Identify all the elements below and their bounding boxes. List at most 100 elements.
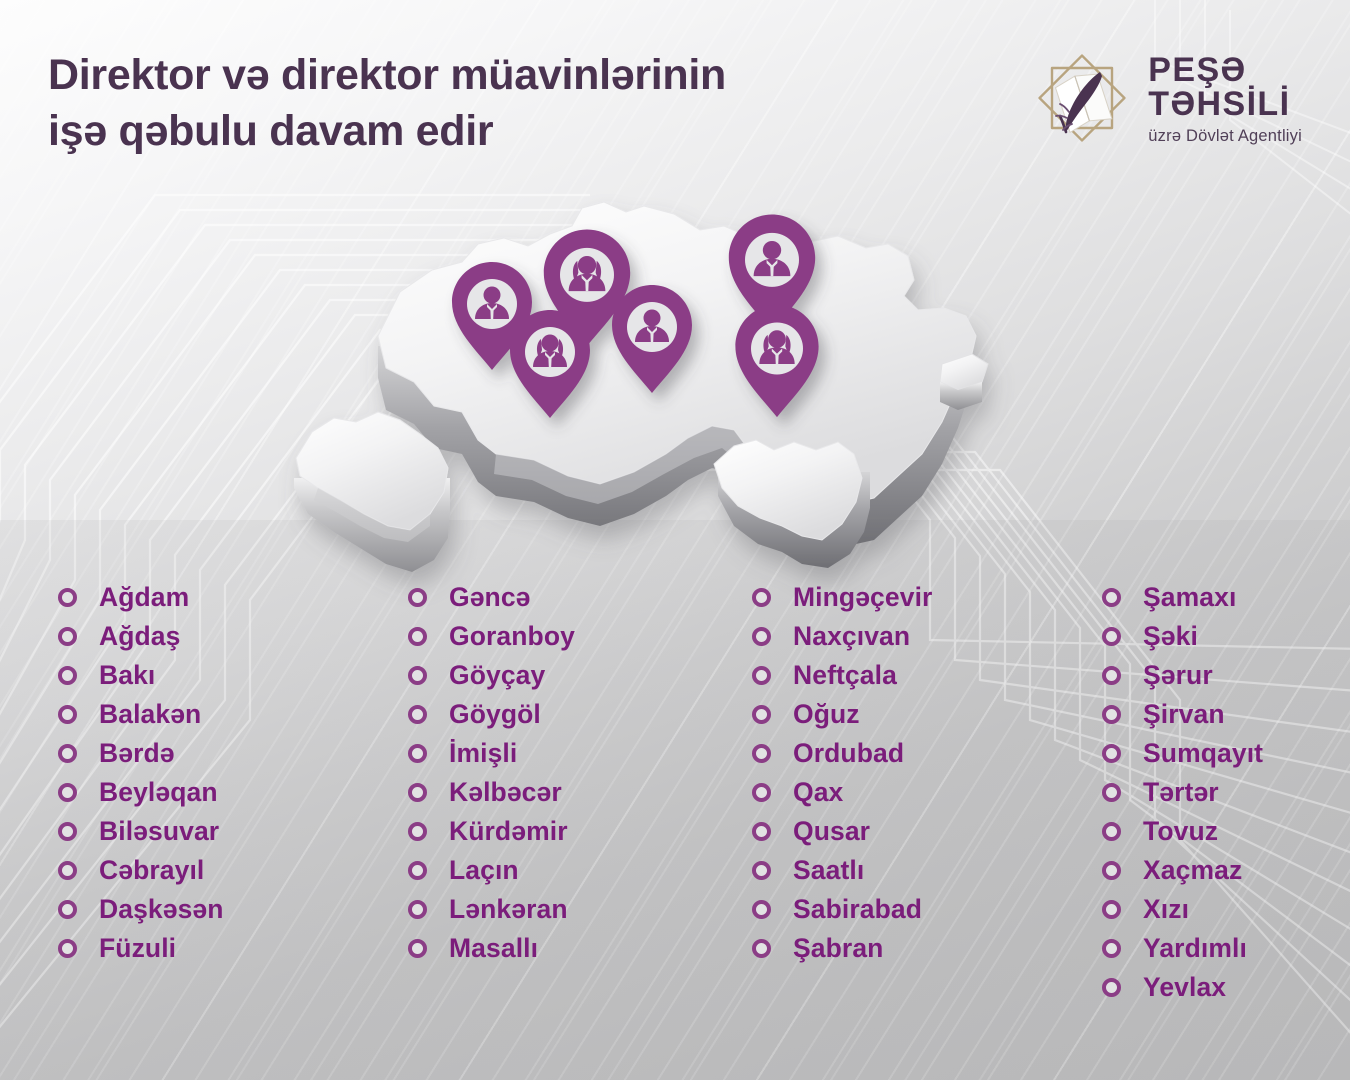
city-list-item[interactable]: Masallı [408, 929, 575, 968]
map-pin-person-icon [728, 214, 816, 332]
city-name: Kəlbəcər [449, 777, 562, 807]
city-list-item[interactable]: Qusar [752, 812, 932, 851]
city-name: Sumqayıt [1143, 738, 1264, 768]
city-list-item[interactable]: Oğuz [752, 695, 932, 734]
city-list-item[interactable]: Bakı [58, 656, 224, 695]
bullet-ring-icon [752, 744, 771, 763]
city-list-item[interactable]: Laçın [408, 851, 575, 890]
city-name: Sabirabad [793, 894, 923, 924]
city-name: Göyçay [449, 660, 546, 690]
city-name: Daşkəsən [99, 894, 224, 924]
bullet-ring-icon [58, 822, 77, 841]
bullet-ring-icon [752, 666, 771, 685]
city-name: Bərdə [99, 738, 175, 768]
city-list-item[interactable]: Sumqayıt [1102, 734, 1263, 773]
agency-logo: PEŞƏ TƏHSİLİ üzrə Dövlət Agentliyi [1030, 46, 1302, 150]
bullet-ring-icon [752, 588, 771, 607]
city-name: Biləsuvar [99, 816, 220, 846]
city-list-item[interactable]: Cəbrayıl [58, 851, 224, 890]
bullet-ring-icon [408, 588, 427, 607]
city-list-item[interactable]: Kəlbəcər [408, 773, 575, 812]
bullet-ring-icon [752, 822, 771, 841]
city-list-item[interactable]: Şirvan [1102, 695, 1263, 734]
bullet-ring-icon [58, 939, 77, 958]
bullet-ring-icon [1102, 822, 1121, 841]
map-pin-person-icon [510, 310, 590, 418]
city-name: Ağdam [99, 582, 190, 612]
city-list-item[interactable]: Ağdaş [58, 617, 224, 656]
city-list-item[interactable]: Mingəçevir [752, 578, 932, 617]
city-name: Tovuz [1143, 816, 1219, 846]
bullet-ring-icon [408, 666, 427, 685]
city-list-item[interactable]: Göygöl [408, 695, 575, 734]
city-list-item[interactable]: Yevlax [1102, 968, 1263, 1007]
bullet-ring-icon [752, 939, 771, 958]
city-list-item[interactable]: Biləsuvar [58, 812, 224, 851]
city-name: Neftçala [793, 660, 897, 690]
bullet-ring-icon [58, 783, 77, 802]
city-list-item[interactable]: Xızı [1102, 890, 1263, 929]
city-list-item[interactable]: Şamaxı [1102, 578, 1263, 617]
city-list-item[interactable]: Ağdam [58, 578, 224, 617]
bullet-ring-icon [58, 900, 77, 919]
bullet-ring-icon [58, 627, 77, 646]
bullet-ring-icon [1102, 978, 1121, 997]
city-list-item[interactable]: Yardımlı [1102, 929, 1263, 968]
bullet-ring-icon [408, 783, 427, 802]
city-name: Laçın [449, 855, 519, 885]
city-list-item[interactable]: Beyləqan [58, 773, 224, 812]
bullet-ring-icon [408, 939, 427, 958]
city-list-item[interactable]: Gəncə [408, 578, 575, 617]
logo-name-line-1: PEŞƏ [1148, 51, 1247, 90]
city-name: Ordubad [793, 738, 905, 768]
city-list-item[interactable]: Tərtər [1102, 773, 1263, 812]
city-column-2: Gəncə Goranboy Göyçay Göygöl İmişli Kəlbəcər K… [408, 578, 575, 968]
city-list-item[interactable]: Şabran [752, 929, 932, 968]
city-name: Kürdəmir [449, 816, 568, 846]
city-list-item[interactable]: Bərdə [58, 734, 224, 773]
city-name: Qax [793, 777, 844, 807]
city-list-item[interactable]: Xaçmaz [1102, 851, 1263, 890]
bullet-ring-icon [1102, 627, 1121, 646]
city-name: Balakən [99, 699, 202, 729]
city-name: Xızı [1143, 894, 1190, 924]
bullet-ring-icon [408, 822, 427, 841]
city-list-item[interactable]: Ordubad [752, 734, 932, 773]
bullet-ring-icon [58, 705, 77, 724]
city-list-item[interactable]: Şərur [1102, 656, 1263, 695]
bullet-ring-icon [58, 588, 77, 607]
city-list-item[interactable]: Qax [752, 773, 932, 812]
city-list-item[interactable]: Göyçay [408, 656, 575, 695]
city-list-item[interactable]: Saatlı [752, 851, 932, 890]
bullet-ring-icon [408, 861, 427, 880]
city-list-item[interactable]: Lənkəran [408, 890, 575, 929]
city-list-item[interactable]: Kürdəmir [408, 812, 575, 851]
bullet-ring-icon [408, 705, 427, 724]
city-list-item[interactable]: Neftçala [752, 656, 932, 695]
poster-header: Direktor və direktor müavinlərinin işə q… [0, 0, 1350, 190]
bullet-ring-icon [408, 744, 427, 763]
bullet-ring-icon [1102, 939, 1121, 958]
bullet-ring-icon [408, 627, 427, 646]
city-name: Masallı [449, 933, 539, 963]
city-list-item[interactable]: Naxçıvan [752, 617, 932, 656]
city-list-item[interactable]: İmişli [408, 734, 575, 773]
city-column-1: Ağdam Ağdaş Bakı Balakən Bərdə Beyləqan Biləsu… [58, 578, 224, 968]
city-list-item[interactable]: Tovuz [1102, 812, 1263, 851]
city-name: Naxçıvan [793, 621, 911, 651]
city-list-item[interactable]: Şəki [1102, 617, 1263, 656]
city-list-item[interactable]: Balakən [58, 695, 224, 734]
bullet-ring-icon [752, 705, 771, 724]
city-list-item[interactable]: Goranboy [408, 617, 575, 656]
city-list-item[interactable]: Sabirabad [752, 890, 932, 929]
bullet-ring-icon [1102, 783, 1121, 802]
city-name: Füzuli [99, 933, 177, 963]
city-name: Cəbrayıl [99, 855, 205, 885]
city-list-item[interactable]: Daşkəsən [58, 890, 224, 929]
city-name: Göygöl [449, 699, 541, 729]
bullet-ring-icon [1102, 666, 1121, 685]
bullet-ring-icon [752, 627, 771, 646]
city-name: İmişli [449, 738, 518, 768]
bullet-ring-icon [1102, 744, 1121, 763]
city-list-item[interactable]: Füzuli [58, 929, 224, 968]
